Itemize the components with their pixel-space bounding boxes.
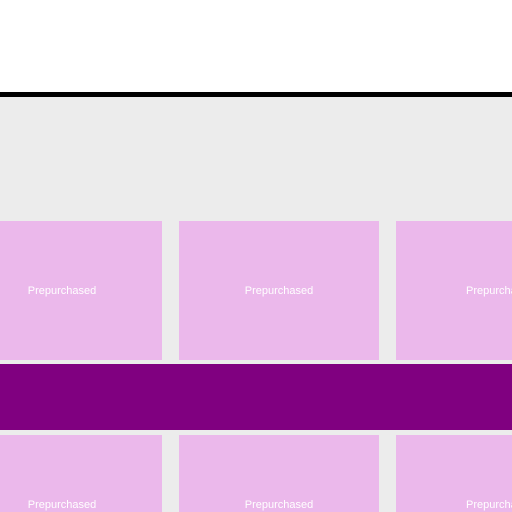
tile-label: Prepurchased: [244, 498, 314, 511]
tile-label: Prepurchased: [466, 498, 512, 511]
top-area: [0, 0, 512, 92]
header-divider: [0, 92, 512, 97]
tile-label: Prepurchased: [27, 498, 97, 511]
tile-row2-col1[interactable]: Prepurchased: [0, 435, 162, 512]
content-area: Prepurchased Prepurchased Prepurchased P…: [0, 97, 512, 512]
tile-label: Prepurchased: [27, 284, 97, 297]
tile-label: Prepurchased: [466, 284, 512, 297]
tile-row1-col1[interactable]: Prepurchased: [0, 221, 162, 360]
tile-row1-col3[interactable]: Prepurchased: [396, 221, 512, 360]
tile-row2-col3[interactable]: Prepurchased: [396, 435, 512, 512]
tile-label: Prepurchased: [244, 284, 314, 297]
tile-row2-col2[interactable]: Prepurchased: [179, 435, 379, 512]
tile-row1-col2[interactable]: Prepurchased: [179, 221, 379, 360]
highlight-band: [0, 364, 512, 430]
